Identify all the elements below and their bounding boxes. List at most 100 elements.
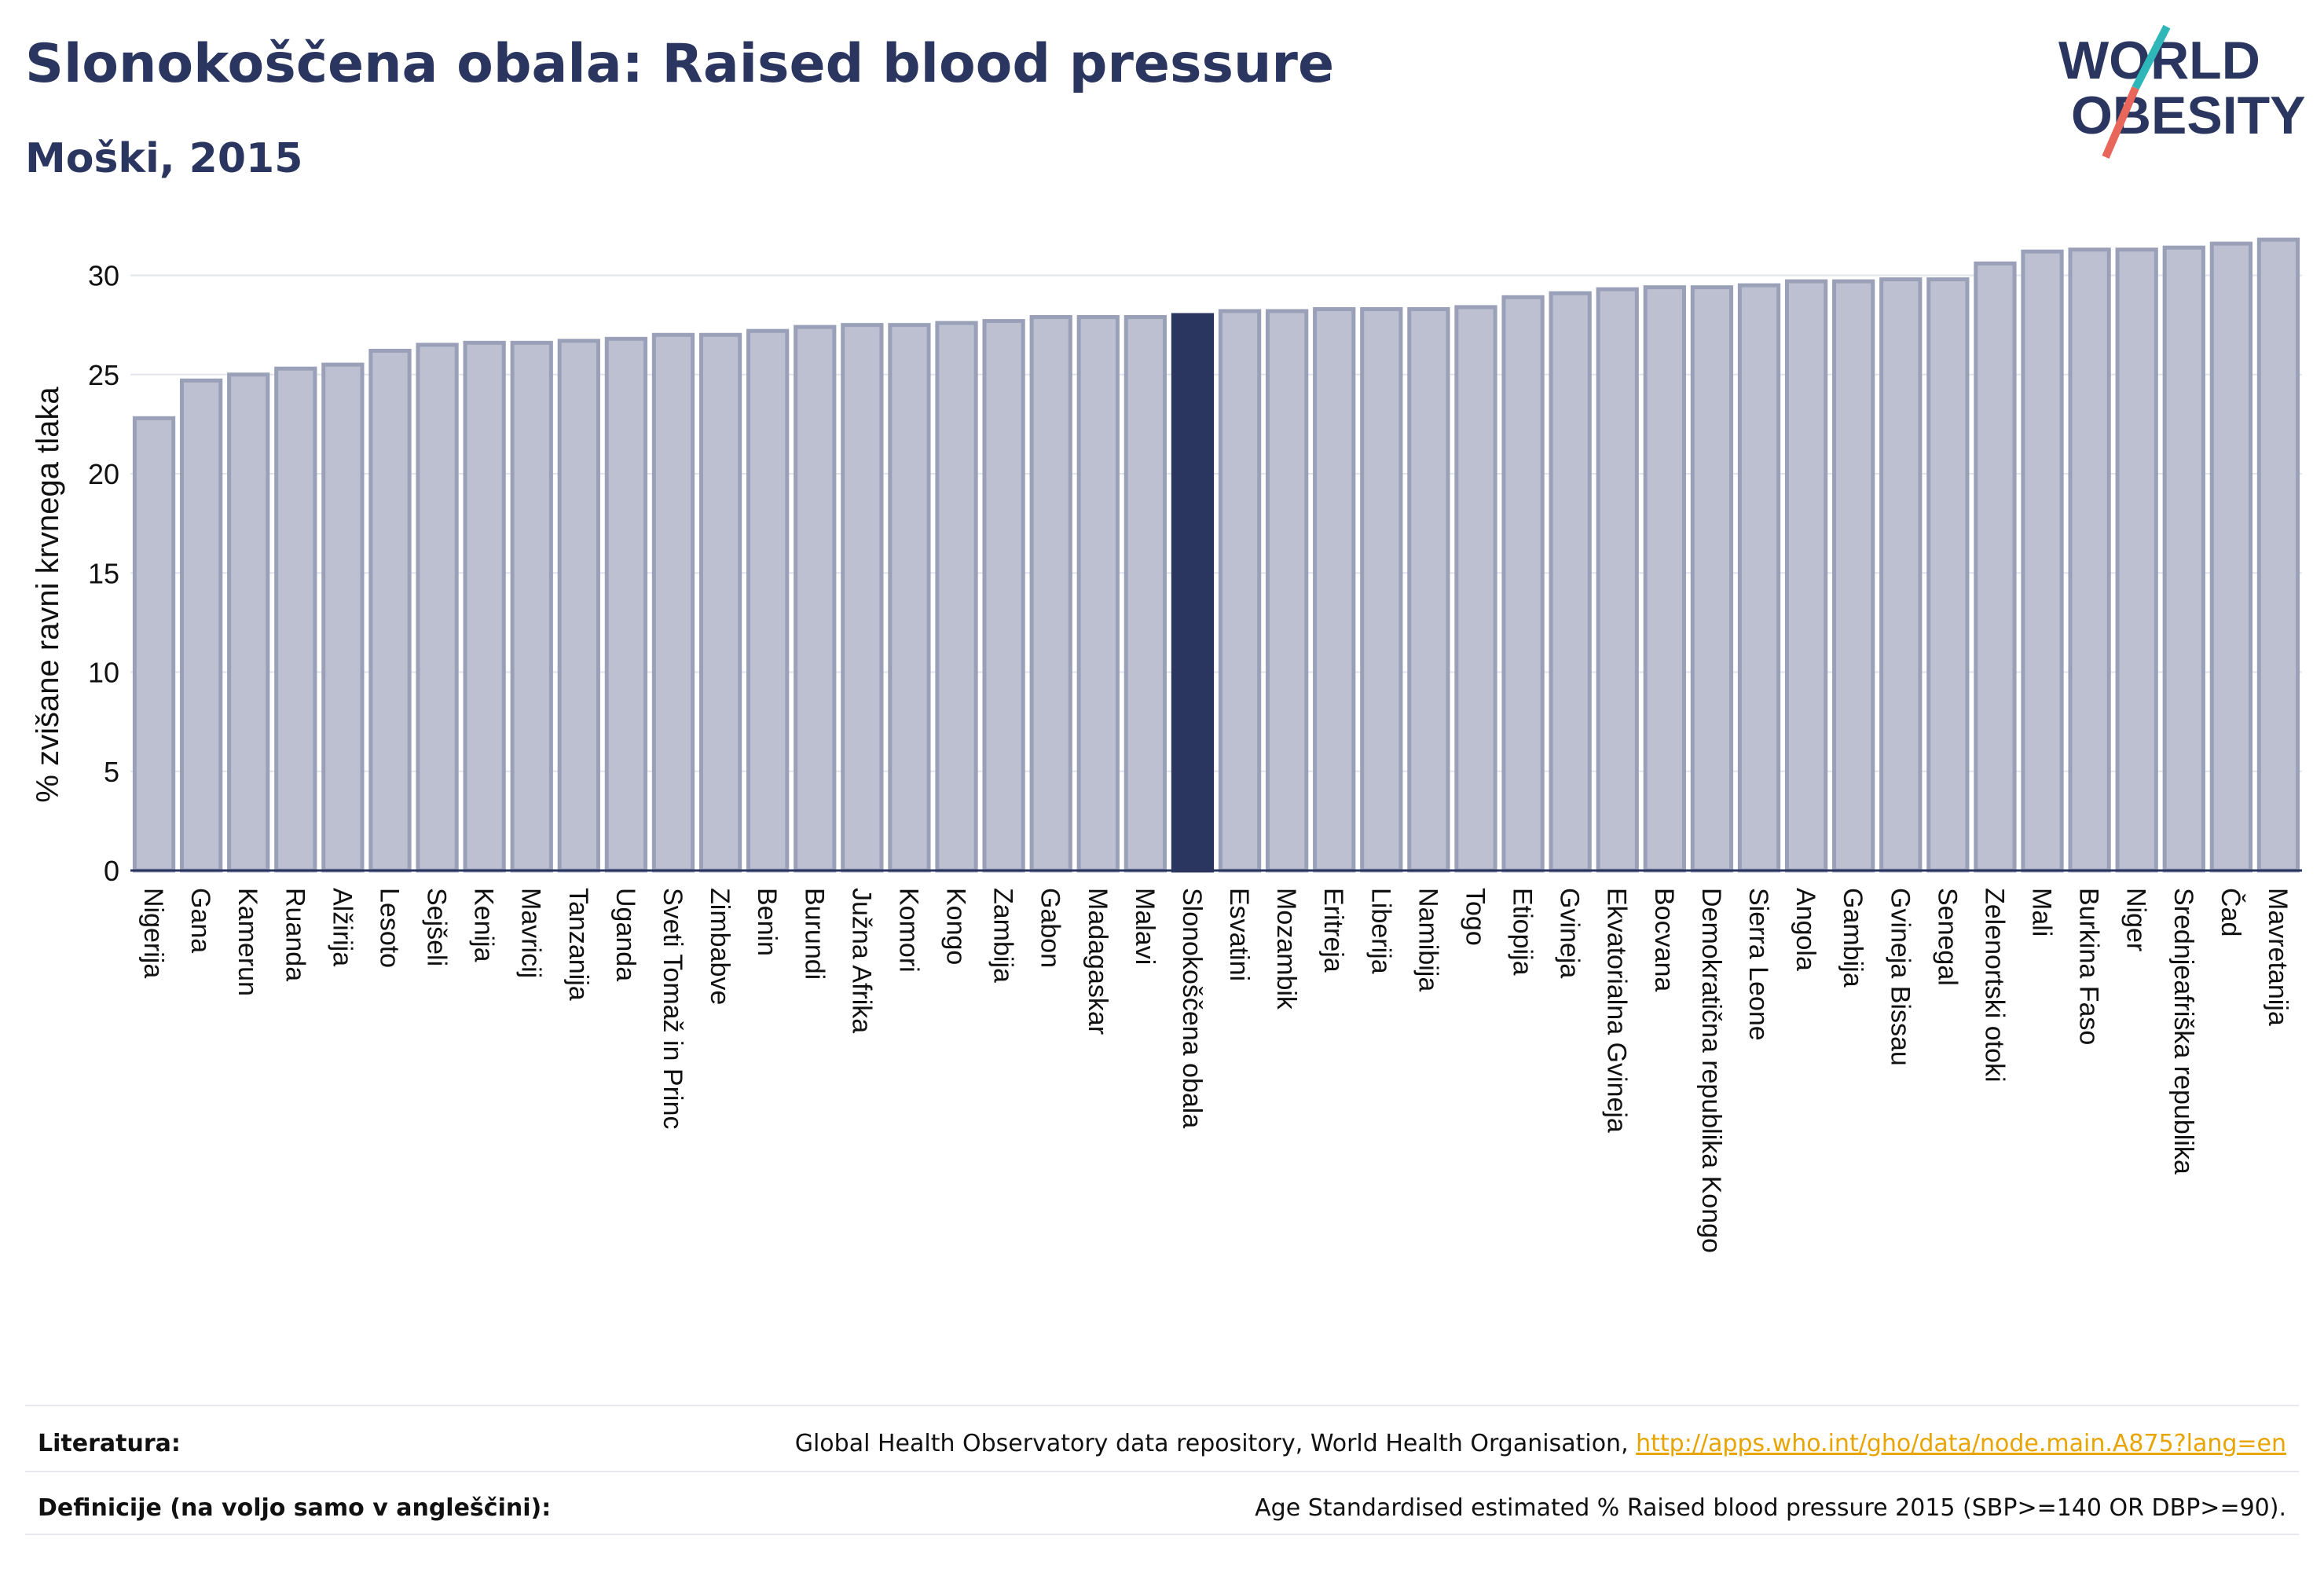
- bar: [2162, 245, 2205, 873]
- bar: [179, 378, 223, 873]
- bar: [1218, 309, 1262, 873]
- x-tick-label: Burkina Faso: [2074, 888, 2104, 1045]
- x-tick-label: Liberija: [1365, 888, 1395, 974]
- x-tick-label: Benin: [752, 888, 782, 956]
- bar: [1029, 315, 1072, 873]
- x-tick-label: Uganda: [610, 888, 640, 981]
- y-tick-label: 20: [88, 458, 119, 490]
- world-obesity-logo: WORLD OBESITY: [2058, 24, 2306, 159]
- x-tick-label: Zelenortski otoki: [1979, 888, 2009, 1083]
- x-tick-label: Sveti Tomaž in Princ: [658, 888, 687, 1129]
- sources-link[interactable]: http://apps.who.int/gho/data/node.main.A…: [1636, 1430, 2286, 1457]
- sources-text: Global Health Observatory data repositor…: [794, 1430, 1637, 1457]
- bar: [1501, 295, 1545, 873]
- x-tick-label: Južna Afrika: [846, 888, 876, 1033]
- y-axis-label: % zvišane ravni krvnega tlaka: [31, 387, 65, 803]
- x-tick-label: Kenija: [469, 888, 499, 962]
- definitions-label: Definicije (na voljo samo v angleščini):: [38, 1494, 552, 1522]
- bar: [416, 343, 459, 873]
- bars: [132, 237, 2300, 873]
- logo-slash-red: [2102, 86, 2139, 159]
- x-tick-label: Esvatini: [1224, 888, 1254, 981]
- bar: [1784, 279, 1828, 873]
- bar: [321, 362, 365, 873]
- bar: [1360, 306, 1403, 873]
- x-tick-label: Alžirija: [327, 888, 357, 966]
- footer-divider-bottom: [25, 1534, 2299, 1535]
- x-tick-label: Niger: [2121, 888, 2151, 951]
- x-tick-label: Namibija: [1413, 888, 1442, 991]
- bar: [841, 323, 884, 873]
- bar: [2256, 237, 2300, 873]
- bar: [698, 332, 742, 873]
- bar-chart: 0 5 10 15 20 25 30 Nigerija Gana Kamerun Ruanda Al…: [31, 237, 2302, 1253]
- x-tick-label: Gabon: [1036, 888, 1065, 968]
- bar: [1879, 277, 1923, 873]
- x-tick-label: Mavretanija: [2263, 888, 2293, 1026]
- x-tick-label: Etiopija: [1508, 888, 1538, 976]
- bar: [227, 372, 270, 873]
- x-tick-label: Mozambik: [1271, 888, 1301, 1010]
- bar: [1974, 261, 2017, 873]
- footer-divider-top: [25, 1405, 2299, 1406]
- bar: [746, 328, 790, 873]
- bar: [1313, 306, 1356, 873]
- bar: [274, 366, 317, 873]
- x-tick-label: Gvineja: [1555, 888, 1585, 978]
- x-tick-label: Gambija: [1838, 888, 1868, 988]
- x-tick-label: Zimbabve: [705, 888, 735, 1005]
- bar: [2115, 247, 2158, 873]
- x-tick-label: Lesoto: [374, 888, 404, 968]
- x-tick-label: Sejšeli: [422, 888, 452, 966]
- x-tick-label: Gvineja Bissau: [1885, 888, 1915, 1066]
- bar: [2209, 241, 2253, 873]
- x-tick-label: Mavricij: [516, 888, 546, 978]
- x-tick-label: Mali: [2027, 888, 2057, 936]
- page-title: Slonokoščena obala: Raised blood pressur…: [25, 33, 1335, 95]
- x-tick-label: Tanzanija: [563, 888, 593, 1001]
- x-tick-label: Ekvatorialna Gvineja: [1602, 888, 1632, 1133]
- bar: [1076, 315, 1120, 873]
- bar: [1407, 306, 1450, 873]
- bar: [1171, 313, 1215, 873]
- bar: [888, 323, 931, 873]
- x-axis-ticks: Nigerija Gana Kamerun Ruanda Alžirija Lesoto S…: [138, 888, 2293, 1253]
- bar: [1926, 277, 1970, 873]
- x-tick-label: Togo: [1460, 888, 1490, 946]
- y-tick-label: 15: [88, 557, 119, 589]
- x-tick-label: Čad: [2216, 888, 2245, 936]
- x-tick-label: Srednjeafriška republika: [2168, 888, 2198, 1175]
- y-tick-label: 30: [88, 260, 119, 292]
- bar: [2068, 247, 2111, 873]
- x-tick-label: Eritreja: [1318, 888, 1348, 973]
- footer-divider-middle: [25, 1471, 2299, 1472]
- bar: [1454, 305, 1497, 873]
- logo-slash-teal: [2132, 24, 2171, 90]
- bar: [1832, 279, 1875, 873]
- bar: [1596, 287, 1639, 873]
- y-tick-label: 10: [88, 657, 119, 689]
- sources-value: Global Health Observatory data repositor…: [795, 1430, 2286, 1457]
- bar: [2021, 249, 2064, 873]
- x-tick-label: Kongo: [941, 888, 971, 965]
- x-tick-label: Slonokoščena obala: [1177, 888, 1207, 1128]
- bar: [1643, 285, 1686, 873]
- x-tick-label: Senegal: [1932, 888, 1962, 986]
- x-tick-label: Angola: [1791, 888, 1820, 971]
- bar: [651, 332, 695, 873]
- x-tick-label: Demokratična republika Kongo: [1696, 888, 1726, 1253]
- bar: [794, 324, 837, 873]
- bar: [935, 321, 978, 873]
- x-tick-label: Kamerun: [233, 888, 262, 996]
- bar: [1265, 309, 1309, 873]
- bar: [368, 348, 412, 873]
- y-axis-ticks: 0 5 10 15 20 25 30: [88, 260, 119, 888]
- bar: [1124, 315, 1167, 873]
- y-tick-label: 5: [104, 756, 119, 788]
- bar: [557, 339, 600, 873]
- logo-line-2: OBESITY: [2071, 86, 2306, 145]
- definitions-text: Age Standardised estimated % Raised bloo…: [1255, 1494, 2286, 1522]
- bar: [1549, 291, 1592, 873]
- x-tick-label: Malavi: [1130, 888, 1160, 965]
- bar: [1737, 283, 1781, 873]
